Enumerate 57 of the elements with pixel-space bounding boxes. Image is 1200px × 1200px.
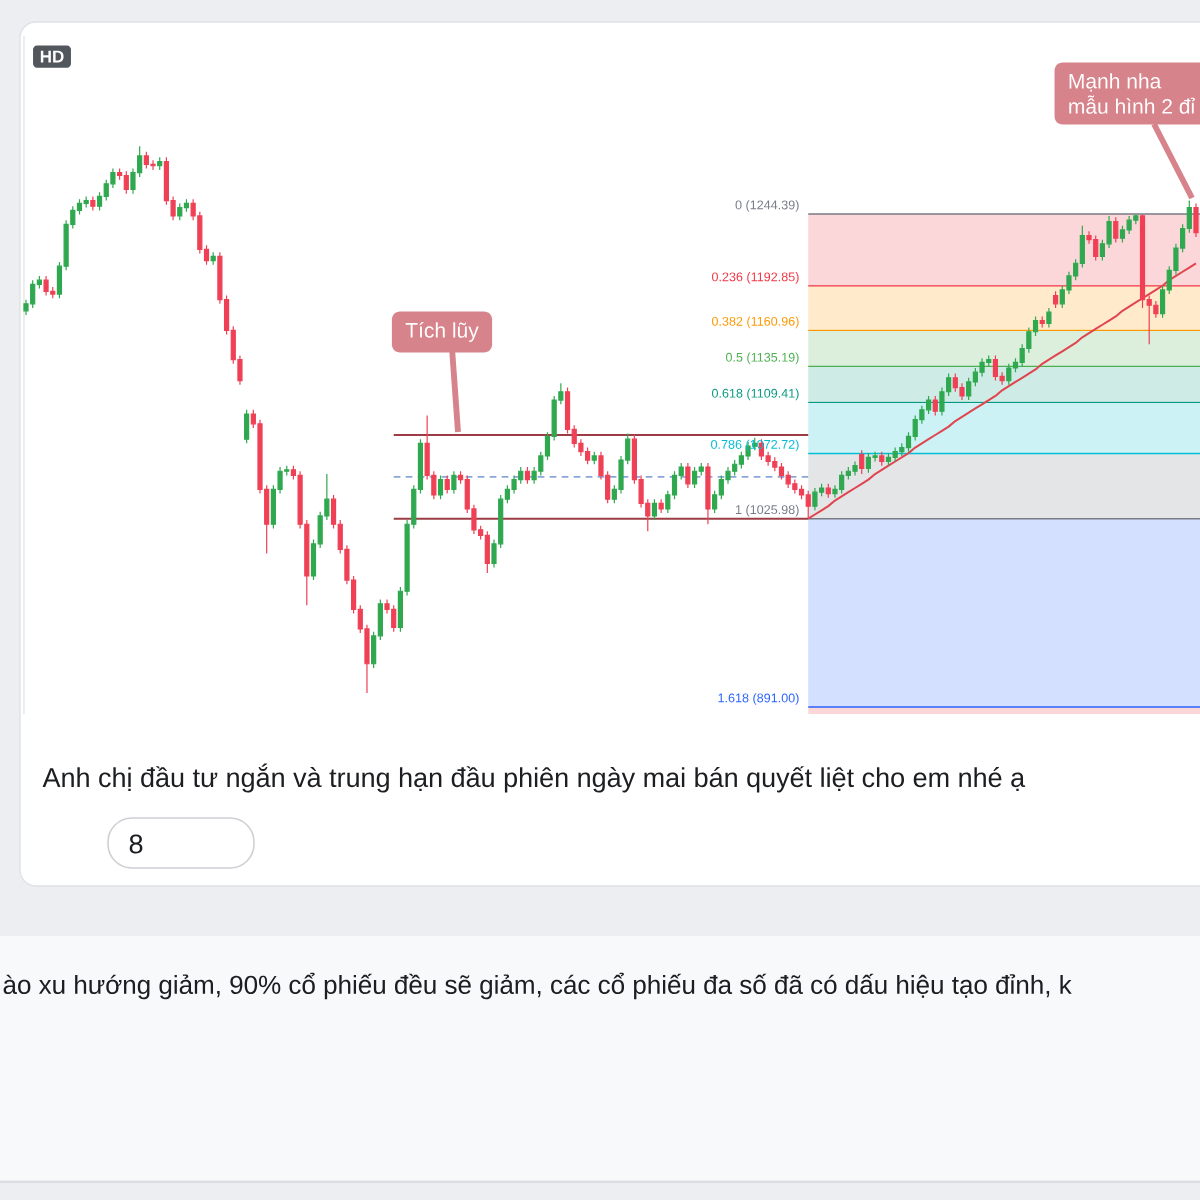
candlestick xyxy=(691,466,698,489)
candlestick xyxy=(1093,234,1099,262)
candlestick xyxy=(150,159,156,171)
candlestick xyxy=(1039,315,1045,329)
candlestick xyxy=(859,449,865,475)
candlestick xyxy=(1113,216,1119,244)
candlestick xyxy=(792,479,798,495)
candlestick xyxy=(391,604,397,633)
candlestick xyxy=(952,373,958,393)
candlestick xyxy=(30,279,36,309)
candlestick xyxy=(1006,363,1012,386)
candlestick xyxy=(932,395,938,417)
candlestick xyxy=(451,470,457,495)
candlestick xyxy=(524,466,531,485)
candlestick xyxy=(992,354,999,382)
candlestick xyxy=(959,382,965,401)
annotation: HD xyxy=(40,50,64,63)
candlestick xyxy=(732,459,738,477)
candlestick xyxy=(805,490,811,520)
candlestick xyxy=(437,474,444,500)
candlestick xyxy=(705,462,711,525)
candlestick xyxy=(83,195,89,209)
candlestick xyxy=(986,354,992,368)
candlestick xyxy=(658,498,664,514)
candlestick xyxy=(123,170,129,195)
candlestick xyxy=(43,275,49,297)
candlestick xyxy=(1052,290,1059,309)
text: ào xu hướng giảm, 90% cổ phiếu đều sẽ giảm, các cổ phiếu đa số đã có dấu hiệu tạo đỉnh, k xyxy=(3,972,1072,1000)
annotation: Mạnh nha xyxy=(1069,73,1162,92)
candlestick xyxy=(825,483,831,499)
candlestick xyxy=(865,452,872,474)
candlestick xyxy=(90,195,96,211)
candlestick xyxy=(1126,215,1132,235)
candlestick xyxy=(685,462,691,489)
candlestick xyxy=(1193,202,1199,238)
candlestick xyxy=(143,151,149,170)
candlestick xyxy=(785,470,791,489)
candlestick xyxy=(778,462,785,481)
candlestick xyxy=(484,530,490,574)
text: 8 xyxy=(129,834,143,854)
candlestick xyxy=(879,451,885,467)
candlestick xyxy=(812,487,818,511)
candlestick xyxy=(584,446,591,465)
candlestick xyxy=(651,498,658,521)
annotation: Tích lũy xyxy=(405,322,479,342)
candlestick xyxy=(892,446,898,463)
candlestick xyxy=(244,409,250,444)
candlestick xyxy=(177,202,183,221)
candlestick xyxy=(839,470,845,495)
candlestick xyxy=(852,460,858,477)
candlestick xyxy=(772,456,778,472)
candlestick xyxy=(444,474,450,495)
candlestick xyxy=(511,474,517,495)
annotation: mẫu hình 2 đỉ xyxy=(1069,95,1196,114)
candlestick xyxy=(1046,307,1052,329)
candlestick xyxy=(591,451,597,465)
text: Anh chị đầu tư ngắn và trung hạn đầu phiên ngày mai bán quyết liệt cho em nhé ạ xyxy=(42,763,1026,793)
